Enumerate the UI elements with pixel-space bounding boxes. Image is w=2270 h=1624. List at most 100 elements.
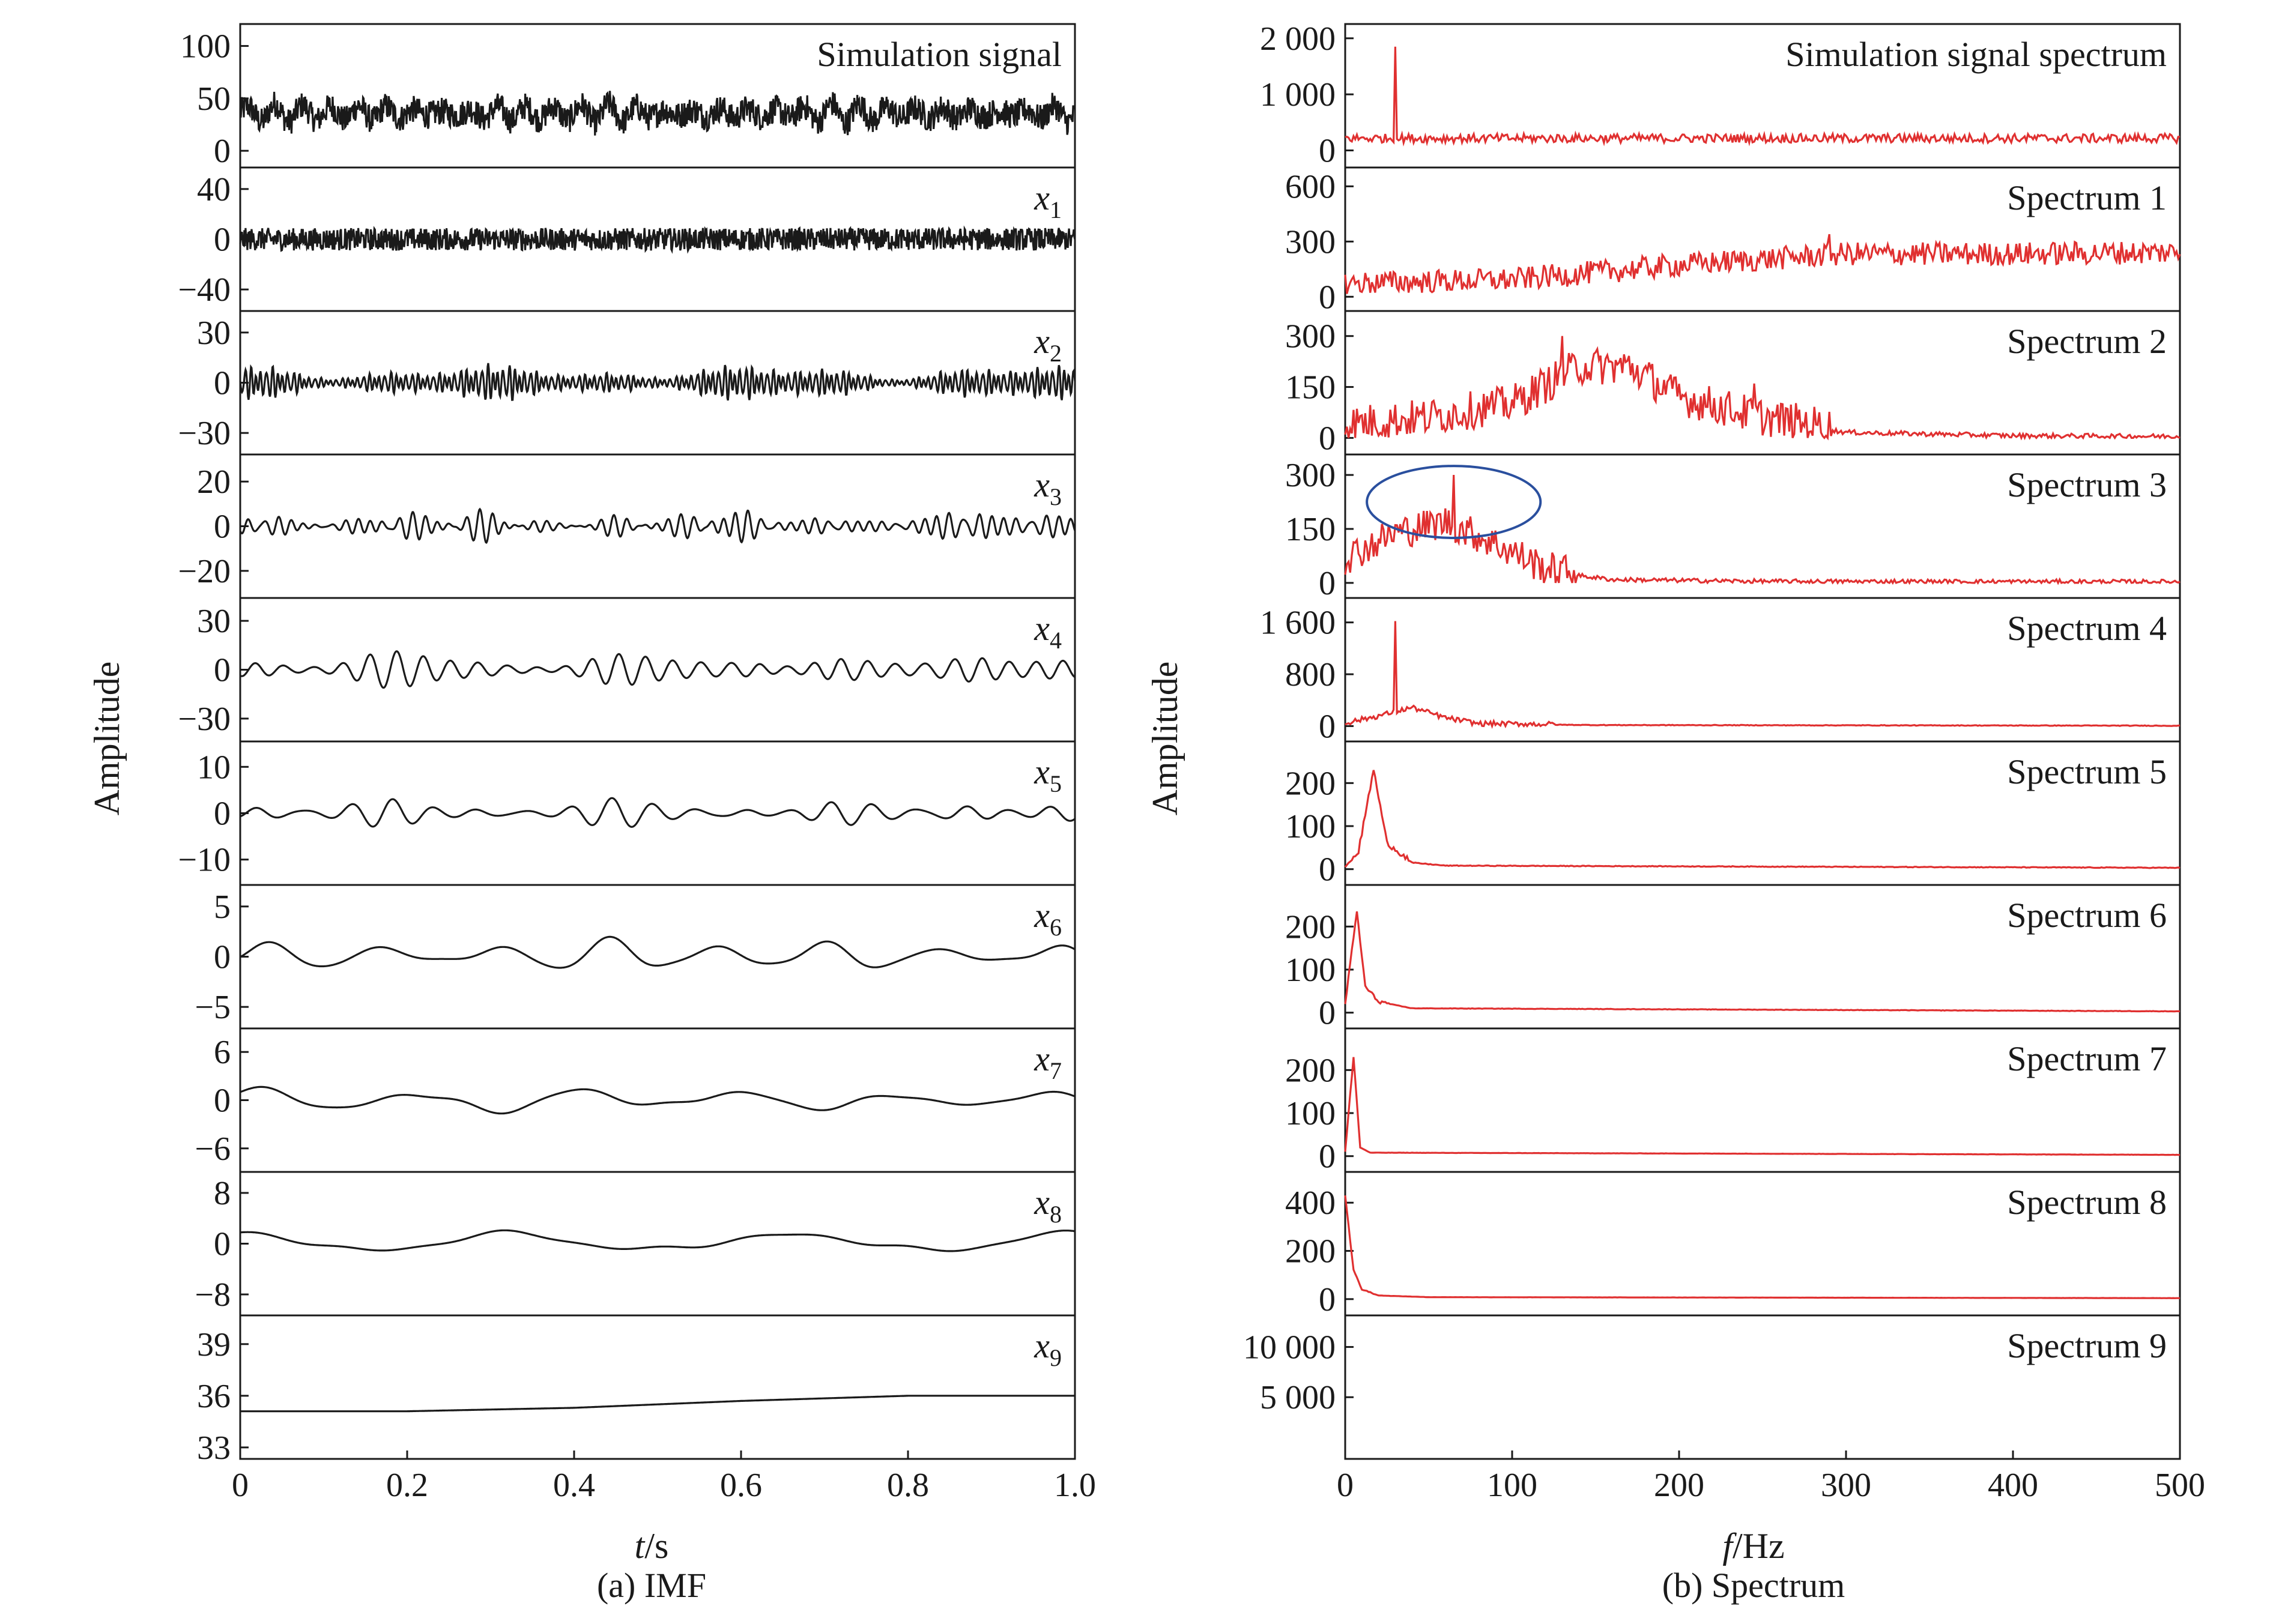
spectrum-x-tick-label: 200 [1654,1467,1704,1504]
spectrum-panel-5-label: Spectrum 4 [2007,609,2167,648]
spectrum-panel-7-line [1344,911,2181,1013]
spectrum-panel-1-y-tick-label: 0 [1319,133,1336,170]
spectrum-panel-2-line [1344,234,2181,294]
spectrum-x-tick-label: 100 [1487,1467,1537,1504]
imf-panel-10-y-tick-label: 36 [197,1378,231,1415]
left-x-axis-title: t/s [635,1526,669,1566]
imf-panel-3-y-tick-label: −30 [178,415,231,452]
imf-panel-7-line [240,935,1076,969]
imf-panel-2-y-tick-label: 40 [197,171,231,208]
imf-panel-10-y-tick-label: 39 [197,1326,231,1363]
imf-panel-8-y-tick-label: −6 [195,1130,231,1168]
spectrum-panel-7-label: Spectrum 6 [2007,896,2167,935]
spectrum-panel-3-label: Spectrum 2 [2007,322,2167,361]
spectrum-x-tick-label: 400 [1988,1467,2038,1504]
imf-x-tick-label: 0.6 [720,1467,762,1504]
spectrum-panel-5-y-tick-label: 0 [1319,708,1336,745]
spectrum-panel-5-y-tick-label: 800 [1285,656,1336,693]
imf-panel-1-y-tick-label: 100 [180,28,231,65]
imf-panel-6-frame [239,740,1076,886]
imf-panel-5-y-tick-label: −30 [178,701,231,738]
imf-panel-6-y-tick-label: 0 [214,795,231,833]
spectrum-panel-1-y-tick-label: 2 000 [1260,20,1336,58]
spectrum-panel-2-y-tick-label: 600 [1285,168,1336,205]
imf-panel-10-line [240,1395,1075,1413]
spectrum-panel-7-y-tick-label: 100 [1285,952,1336,989]
imf-panel-6-line [240,797,1076,828]
imf-panel-7-frame [239,884,1076,1030]
imf-panel-1-line [239,91,1076,136]
imf-panel-8-line [240,1085,1076,1115]
imf-panel-3-label: x2 [1034,322,1062,367]
imf-panel-5-y-tick-label: 30 [197,603,231,640]
spectrum-x-tick-label: 300 [1821,1467,1871,1504]
imf-panel-9-label: x8 [1034,1183,1062,1228]
spectrum-panel-9-line [1344,1195,2180,1299]
imf-panel-5-y-tick-label: 0 [214,652,231,689]
imf-panel-5-label: x4 [1034,609,1062,654]
imf-panel-9-y-tick-label: 0 [214,1226,231,1263]
right-x-axis-title: f/Hz [1722,1526,1784,1566]
imf-panel-8-label: x7 [1034,1039,1062,1084]
spectrum-panel-6-y-tick-label: 200 [1285,765,1336,802]
imf-panel-1-y-tick-label: 0 [214,133,231,170]
spectrum-panel-7-y-tick-label: 0 [1319,995,1336,1032]
spectrum-panel-6-label: Spectrum 5 [2007,752,2167,791]
imf-panel-10-y-tick-label: 33 [197,1429,231,1467]
spectrum-panel-1-line [1345,46,2180,147]
spectrum-panel-9-label: Spectrum 8 [2007,1183,2167,1222]
spectrum-panel-2-y-tick-label: 0 [1319,279,1336,316]
imf-panel-2-line [239,225,1076,254]
highlight-ellipse [1366,465,1542,539]
imf-panel-3-y-tick-label: 30 [197,315,231,352]
spectrum-panel-6-y-tick-label: 100 [1285,808,1336,845]
spectrum-panel-4-y-tick-label: 300 [1285,457,1336,494]
spectrum-panel-5-y-tick-label: 1 600 [1260,605,1336,642]
imf-panel-3-y-tick-label: 0 [214,365,231,402]
imf-panel-4-line [239,507,1076,544]
left-y-axis-title: Amplitude [87,662,127,816]
imf-panel-5-frame [239,597,1076,743]
imf-panel-8-y-tick-label: 6 [214,1034,231,1071]
spectrum-x-tick-label: 500 [2155,1467,2205,1504]
spectrum-panel-9-y-tick-label: 0 [1319,1281,1336,1318]
imf-panel-7-y-tick-label: 5 [214,889,231,926]
imf-panel-1-label: Simulation signal [817,35,1062,74]
right-caption: (b) Spectrum [1662,1566,1845,1605]
imf-panel-9-line [240,1229,1076,1252]
spectrum-panel-8-line [1344,1057,2181,1156]
imf-panel-7-y-tick-label: −5 [195,989,231,1026]
imf-panel-10-label: x9 [1034,1326,1062,1371]
imf-panel-4-y-tick-label: 20 [197,463,231,501]
imf-x-tick-label: 0.4 [553,1467,595,1504]
imf-panel-3-line [239,363,1076,401]
imf-panel-6-y-tick-label: 10 [197,749,231,786]
spectrum-x-tick-label: 0 [1337,1467,1354,1504]
spectrum-panel-8-y-tick-label: 200 [1285,1052,1336,1089]
spectrum-panel-4-y-tick-label: 150 [1285,511,1336,548]
spectrum-panel-10-label: Spectrum 9 [2007,1326,2167,1365]
imf-panel-6-label: x5 [1034,752,1062,797]
spectrum-panel-1-label: Simulation signal spectrum [1785,35,2167,74]
spectrum-panel-2-y-tick-label: 300 [1285,223,1336,261]
imf-panel-8-frame [239,1027,1076,1173]
imf-panel-4-frame [239,453,1076,599]
spectrum-panel-3-y-tick-label: 0 [1319,420,1336,457]
imf-panel-2-y-tick-label: 0 [214,222,231,259]
spectrum-panel-6-y-tick-label: 0 [1319,851,1336,889]
spectrum-panel-3-y-tick-label: 150 [1285,369,1336,406]
imf-panel-1-y-tick-label: 50 [197,80,231,118]
spectrum-panel-9-y-tick-label: 200 [1285,1233,1336,1270]
spectrum-panel-3-y-tick-label: 300 [1285,318,1336,355]
spectrum-panel-1-y-tick-label: 1 000 [1260,76,1336,113]
imf-panel-9-y-tick-label: 8 [214,1175,231,1212]
imf-panel-2-label: x1 [1034,178,1062,223]
imf-x-tick-label: 0.8 [887,1467,929,1504]
imf-panel-4-y-tick-label: −20 [178,553,231,590]
left-caption: (a) IMF [597,1566,706,1605]
imf-panel-7-y-tick-label: 0 [214,939,231,976]
imf-panel-9-y-tick-label: −8 [195,1276,231,1314]
spectrum-panel-10-y-tick-label: 5 000 [1260,1379,1336,1416]
